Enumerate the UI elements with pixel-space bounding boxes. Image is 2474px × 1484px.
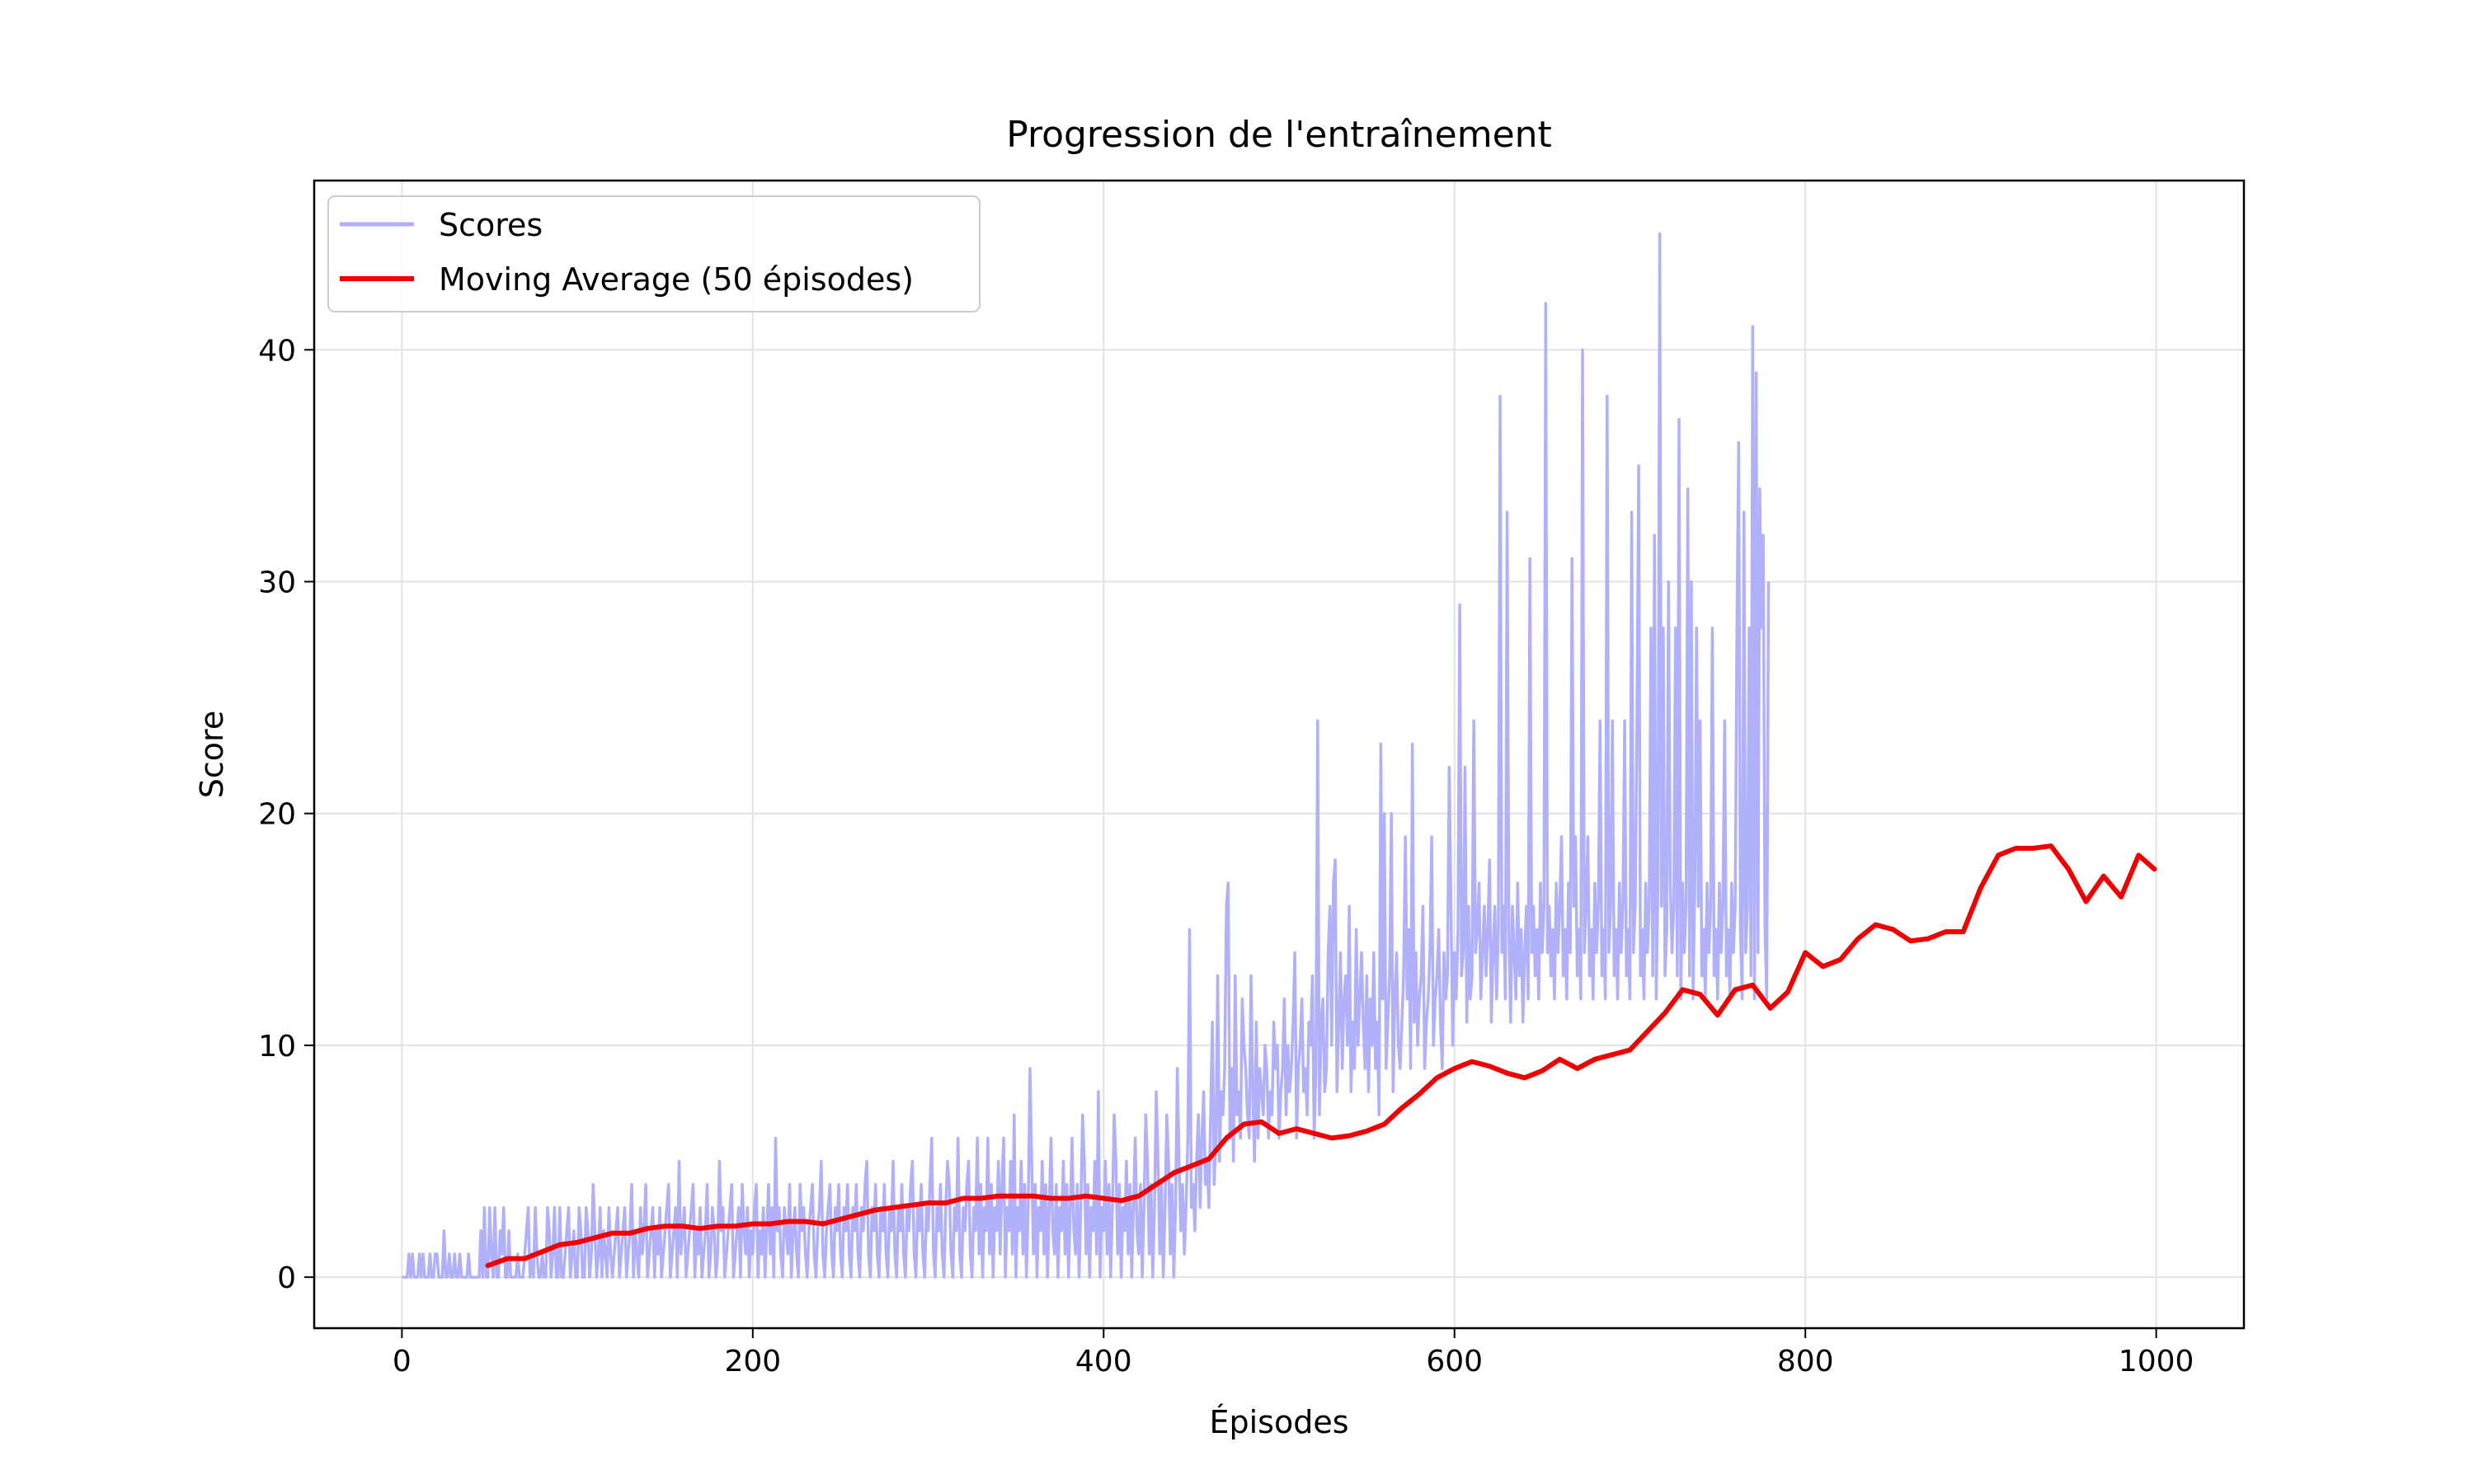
- x-tick-label-5: 1000: [2119, 1345, 2194, 1378]
- y-tick-label-1: 10: [258, 1030, 296, 1064]
- series-area: [402, 232, 2157, 1279]
- grid: [314, 181, 2244, 1328]
- x-tick-label-4: 800: [1777, 1345, 1834, 1378]
- y-tick-label-2: 20: [258, 798, 296, 832]
- y-axis: 0 10 20 30 40: [258, 334, 314, 1295]
- x-tick-label-3: 600: [1426, 1345, 1483, 1378]
- y-tick-label-3: 30: [258, 566, 296, 599]
- x-tick-label-0: 0: [393, 1345, 412, 1378]
- y-axis-label: Score: [194, 711, 230, 798]
- series-line-moving-average: [485, 843, 2157, 1269]
- legend-box: [327, 195, 981, 312]
- chart-title: Progression de l'entraînement: [1006, 114, 1552, 156]
- x-axis-label: Épisodes: [1209, 1404, 1348, 1440]
- y-tick-label-4: 40: [258, 334, 296, 368]
- x-tick-label-2: 400: [1075, 1345, 1132, 1378]
- plot-frame: [313, 179, 2246, 1330]
- x-tick-label-1: 200: [724, 1345, 781, 1378]
- legend-label-moving-average: Moving Average (50 épisodes): [439, 261, 914, 298]
- legend: Scores Moving Average (50 épisodes): [327, 195, 981, 312]
- x-axis: 0 200 400 600 800 1000: [393, 1328, 2194, 1378]
- y-tick-label-0: 0: [277, 1261, 296, 1295]
- legend-label-scores: Scores: [439, 207, 543, 243]
